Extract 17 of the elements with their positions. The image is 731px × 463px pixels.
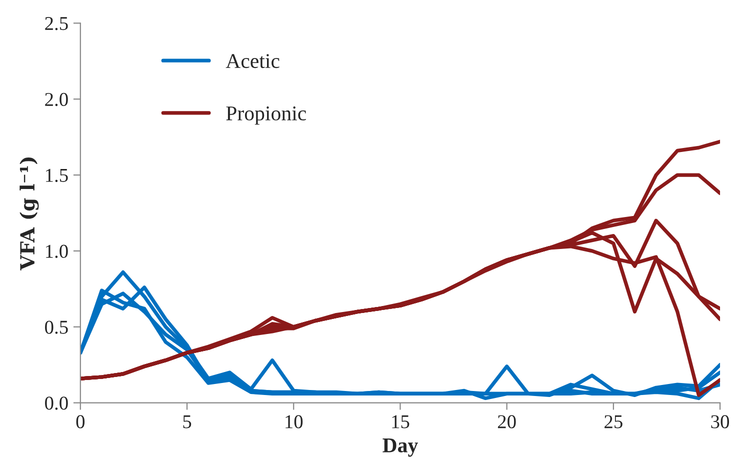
y-tick-label: 2.5 (45, 17, 68, 30)
x-tick-label: 30 (711, 415, 730, 428)
legend-label: Propionic (226, 106, 306, 125)
y-tick-label: 1.0 (46, 244, 68, 258)
x-tick-label: 15 (392, 415, 410, 428)
x-tick-label: 25 (604, 415, 622, 428)
x-tick-label: 5 (183, 415, 192, 428)
x-tick-label: 0 (76, 415, 85, 428)
x-tick-label: 10 (286, 415, 303, 428)
x-tick-label: 20 (498, 415, 516, 428)
y-tick-label: 0.0 (45, 396, 68, 410)
y-axis-title: VFA (g l⁻¹) (20, 158, 39, 270)
y-tick-label: 2.0 (45, 92, 68, 106)
legend-label: Acetic (226, 54, 280, 68)
y-tick-label: 0.5 (45, 320, 68, 334)
y-tick-label: 1.5 (46, 168, 68, 182)
x-axis-title: Day (382, 438, 418, 457)
